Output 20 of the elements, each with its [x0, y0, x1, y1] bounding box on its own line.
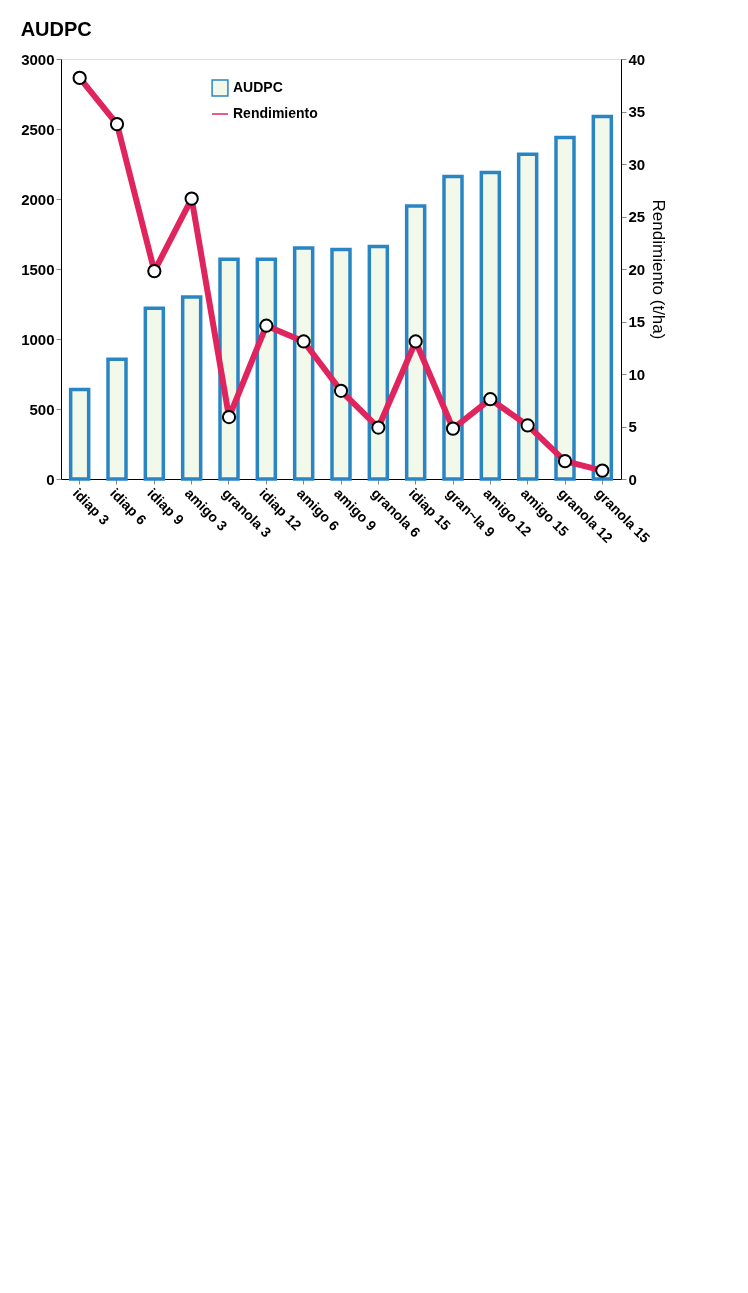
- legend-label: Rendimiento: [233, 105, 318, 121]
- y-tick-label: 1500: [21, 260, 55, 278]
- y2-tick-label: 20: [628, 260, 646, 278]
- y2-tick-label: 10: [628, 365, 646, 383]
- y2-tick-label: 30: [628, 155, 646, 173]
- y-tick-label: 2000: [21, 190, 55, 208]
- y-tick-label: 1000: [21, 330, 55, 348]
- y2-tick-label: 0: [628, 470, 637, 488]
- legend-label: AUDPC: [233, 79, 283, 95]
- y2-tick-label: 25: [628, 208, 646, 225]
- y-tick-label: 2500: [21, 120, 55, 138]
- y2-tick-label: 5: [628, 418, 637, 435]
- y2-tick-label: 40: [628, 50, 646, 68]
- chart-title: AUDPC: [20, 18, 92, 40]
- y-tick-label: 3000: [21, 50, 55, 68]
- y-tick-label: 500: [29, 400, 55, 418]
- y2-tick-label: 35: [628, 103, 646, 120]
- y2-tick-label: 15: [628, 313, 646, 330]
- y-tick-label: 0: [46, 470, 55, 488]
- y2-axis-title: Rendimiento (t/ha): [649, 199, 669, 340]
